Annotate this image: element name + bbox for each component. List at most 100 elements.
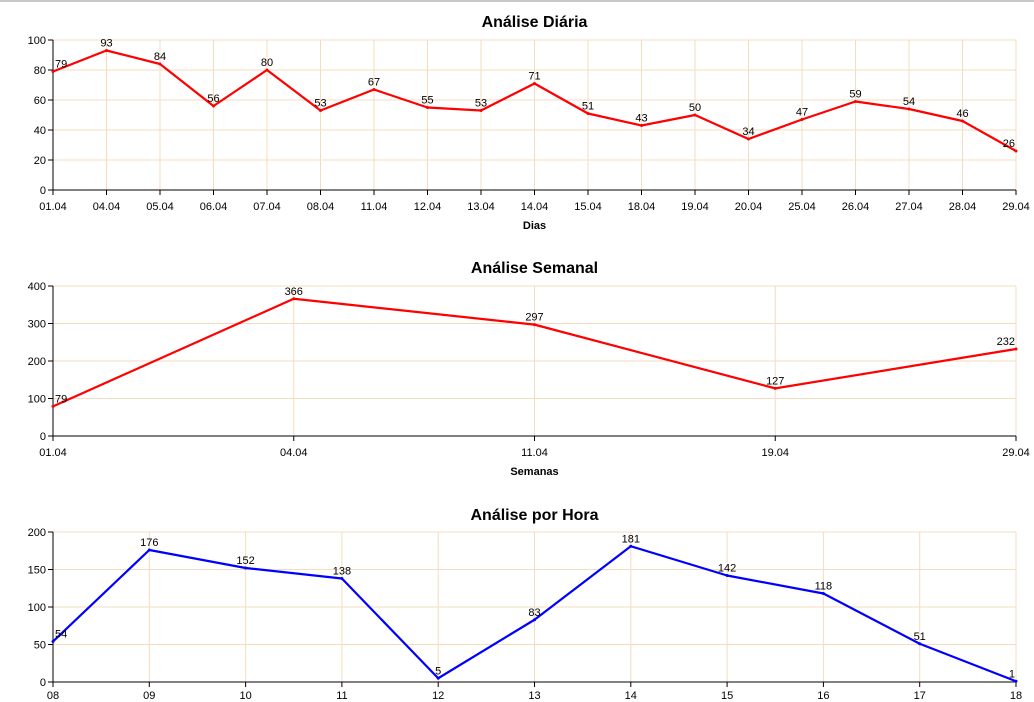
data-label: 50	[689, 102, 701, 114]
data-point	[773, 386, 777, 390]
y-tick-label: 40	[34, 125, 46, 137]
data-label: 366	[285, 286, 303, 298]
data-point	[800, 118, 804, 121]
y-tick-label: 0	[40, 431, 46, 443]
data-point	[907, 107, 911, 111]
data-point	[51, 70, 55, 73]
data-point	[436, 676, 440, 680]
chart-3: Análise por Hora 0 50 100 150 200 08 09 10 11 12 13…	[28, 507, 1022, 702]
x-tick-label: 01.04	[39, 447, 67, 459]
x-tick-label: 11.04	[361, 201, 388, 213]
data-point	[265, 68, 269, 72]
data-point	[533, 323, 536, 327]
data-label: 53	[475, 98, 487, 110]
data-point	[1014, 347, 1018, 351]
y-tick-label: 300	[28, 319, 46, 331]
y-tick-label: 0	[40, 185, 46, 197]
y-tick-label: 400	[28, 281, 46, 293]
data-label: 176	[140, 537, 158, 549]
chart-title: Análise por Hora	[470, 507, 598, 524]
top-border	[0, 0, 1034, 2]
chart-1: Análise Diária 0 20 40 60 80 100 01.04 04.04 05.0…	[28, 14, 1030, 232]
x-tick-label: 19.04	[761, 447, 789, 459]
y-tick-label: 150	[28, 565, 46, 577]
data-point	[372, 88, 376, 91]
data-label: 83	[528, 607, 540, 619]
x-tick-label: 08	[47, 690, 59, 702]
x-tick-label: 17	[914, 690, 926, 702]
x-tick-label: 28.04	[949, 201, 977, 213]
chart-title: Análise Semanal	[471, 260, 598, 277]
chart-2: Análise Semanal 0 100 200 300 400 01.04 04.04 11…	[28, 260, 1030, 478]
data-label: 53	[314, 98, 326, 110]
data-point	[51, 640, 55, 643]
data-label: 56	[207, 93, 219, 105]
data-label: 59	[849, 89, 861, 101]
data-point	[1014, 149, 1018, 153]
data-label: 34	[742, 126, 754, 138]
data-label: 54	[55, 629, 67, 641]
x-tick-label: 29.04	[1002, 447, 1030, 459]
data-point	[244, 566, 248, 570]
data-label: 47	[796, 107, 808, 119]
y-tick-label: 20	[34, 155, 46, 167]
x-tick-label: 13	[528, 690, 540, 702]
chart-title: Análise Diária	[482, 14, 588, 31]
data-label: 93	[100, 38, 112, 50]
data-point	[105, 49, 108, 52]
x-tick-label: 19.04	[681, 201, 709, 213]
x-tick-label: 18.04	[628, 201, 656, 213]
data-label: 138	[333, 566, 351, 578]
data-label: 55	[421, 95, 433, 107]
data-point	[212, 104, 215, 108]
data-label: 80	[261, 57, 273, 69]
y-tick-label: 200	[28, 356, 46, 368]
x-tick-label: 13.04	[467, 201, 495, 213]
y-tick-label: 100	[28, 394, 46, 406]
data-point	[586, 112, 590, 115]
y-tick-label: 200	[28, 527, 46, 539]
x-axis-label: Dias	[523, 220, 546, 232]
y-tick-label: 60	[34, 95, 46, 107]
data-label: 51	[914, 631, 926, 643]
data-label: 297	[525, 312, 543, 324]
data-point	[629, 544, 633, 548]
x-axis-label: Semanas	[510, 466, 558, 478]
data-point	[725, 574, 729, 577]
data-label: 71	[528, 71, 540, 83]
x-tick-label: 18	[1010, 690, 1022, 702]
x-tick-label: 04.04	[280, 447, 308, 459]
y-tick-label: 100	[28, 602, 46, 614]
x-tick-label: 25.04	[788, 201, 816, 213]
x-tick-label: 15.04	[574, 201, 602, 213]
y-tick-label: 50	[34, 640, 46, 652]
x-tick-label: 16	[817, 690, 829, 702]
data-label: 142	[718, 563, 736, 575]
x-tick-label: 12.04	[414, 201, 442, 213]
data-point	[426, 106, 429, 109]
data-point	[854, 100, 857, 103]
x-tick-label: 07.04	[253, 201, 281, 213]
data-point	[533, 82, 536, 85]
data-label: 46	[956, 108, 968, 120]
x-tick-label: 09	[143, 690, 155, 702]
data-label: 5	[435, 665, 441, 677]
data-point	[533, 618, 536, 622]
y-tick-label: 80	[34, 65, 46, 77]
x-tick-label: 12	[432, 690, 444, 702]
data-label: 26	[1003, 138, 1015, 150]
x-tick-label: 14.04	[521, 201, 549, 213]
data-label: 152	[236, 555, 254, 567]
data-label: 181	[622, 533, 640, 545]
x-tick-label: 27.04	[895, 201, 923, 213]
data-label: 43	[635, 113, 647, 125]
data-point	[821, 592, 825, 595]
data-point	[147, 548, 151, 552]
data-label: 84	[154, 51, 166, 63]
data-label: 51	[582, 101, 594, 113]
data-label: 1	[1009, 668, 1015, 680]
data-point	[319, 109, 322, 112]
x-tick-label: 04.04	[93, 201, 121, 213]
data-point	[693, 113, 697, 117]
